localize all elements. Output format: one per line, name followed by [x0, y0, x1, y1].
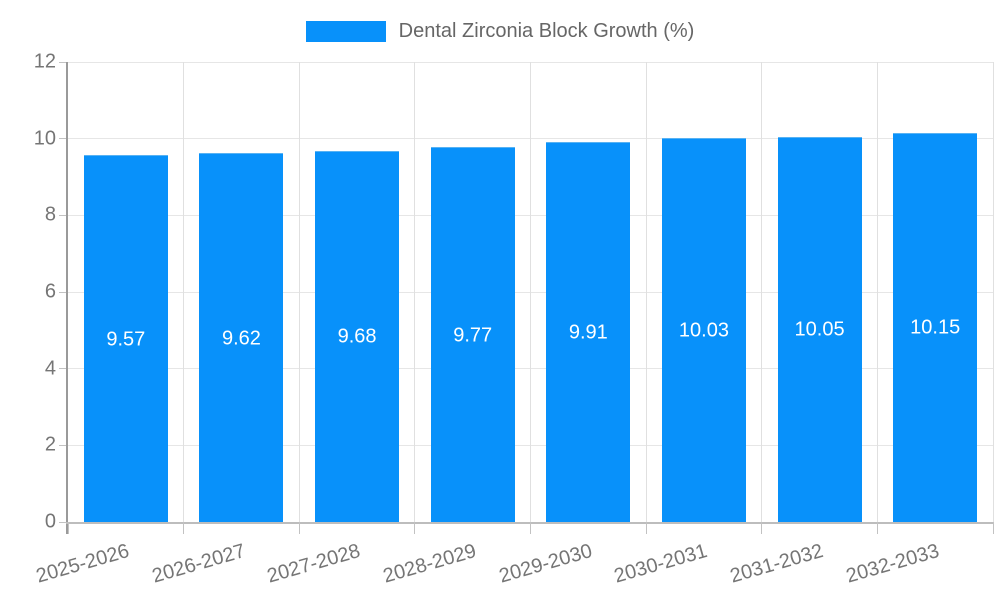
- y-axis-tick: [59, 61, 66, 63]
- chart-legend: Dental Zirconia Block Growth (%): [0, 20, 1000, 43]
- gridline-v: [298, 62, 300, 522]
- gridline-v: [530, 62, 531, 522]
- bar: 10.03: [661, 137, 746, 522]
- gridline-v: [761, 62, 763, 522]
- gridline-v: [645, 62, 647, 522]
- x-axis-tick: [761, 522, 763, 534]
- x-axis-tick: [414, 522, 416, 534]
- bar-value-label: 10.15: [910, 316, 961, 339]
- x-axis-tick-label: 2026-2027: [149, 540, 248, 588]
- x-axis-tick: [183, 522, 185, 534]
- x-axis-tick-label: 2028-2029: [380, 540, 479, 588]
- bar-value-label: 10.03: [678, 319, 729, 342]
- x-axis-tick: [298, 522, 300, 534]
- bar-value-label: 9.68: [337, 325, 377, 348]
- bar: 9.57: [83, 155, 168, 522]
- y-axis-tick-label: 12: [33, 50, 56, 73]
- bar-value-label: 9.57: [106, 328, 146, 351]
- y-axis-tick-label: 4: [44, 357, 56, 380]
- gridline-v: [183, 62, 185, 522]
- x-axis-tick-label: 2032-2033: [843, 540, 942, 588]
- x-axis-tick: [992, 522, 994, 534]
- legend-label: Dental Zirconia Block Growth (%): [398, 20, 695, 42]
- y-axis-tick-label: 0: [44, 510, 56, 533]
- bar-value-label: 9.62: [221, 327, 261, 350]
- gridline-v: [876, 62, 878, 522]
- x-axis-tick-label: 2027-2028: [265, 540, 364, 588]
- y-axis-tick-label: 10: [33, 127, 56, 150]
- y-axis-tick: [59, 291, 66, 293]
- bar-value-label: 9.77: [453, 324, 493, 347]
- x-axis-tick-label: 2029-2030: [496, 540, 595, 588]
- bar: 10.15: [893, 132, 978, 522]
- bar-value-label: 10.05: [794, 318, 845, 341]
- x-axis-tick-label: 2030-2031: [611, 540, 711, 588]
- bar: 10.05: [777, 136, 862, 522]
- legend-item[interactable]: Dental Zirconia Block Growth (%): [305, 20, 695, 43]
- gridline-v: [414, 62, 416, 522]
- x-axis-tick: [530, 522, 531, 534]
- x-axis-tick-label: 2025-2026: [33, 540, 132, 588]
- y-axis-tick: [59, 521, 66, 523]
- bar: 9.68: [315, 150, 400, 522]
- x-axis-line: [66, 522, 993, 524]
- x-axis-tick-label: 2031-2032: [727, 540, 826, 588]
- y-axis-tick-label: 6: [44, 280, 56, 303]
- gridline-v: [992, 62, 994, 522]
- x-axis-tick: [645, 522, 647, 534]
- x-axis-tick: [876, 522, 878, 534]
- y-axis-tick: [59, 214, 66, 216]
- y-axis-tick-label: 8: [44, 203, 56, 226]
- y-axis-line: [66, 62, 68, 534]
- y-axis-tick: [59, 444, 66, 446]
- plot-area: 0 2 4 6 8 10 12 9.57 2025-2026 9.62 2026-2027 9.68 2…: [34, 51, 994, 588]
- bar: 9.62: [199, 153, 284, 522]
- x-axis-tick: [67, 522, 69, 534]
- y-axis-tick: [59, 368, 66, 370]
- bar: 9.77: [430, 147, 515, 522]
- y-axis-tick-label: 2: [44, 433, 56, 456]
- bar-value-label: 9.91: [568, 321, 608, 344]
- y-axis-tick: [59, 138, 66, 140]
- legend-color-swatch: [305, 21, 386, 42]
- bar: 9.91: [546, 142, 631, 522]
